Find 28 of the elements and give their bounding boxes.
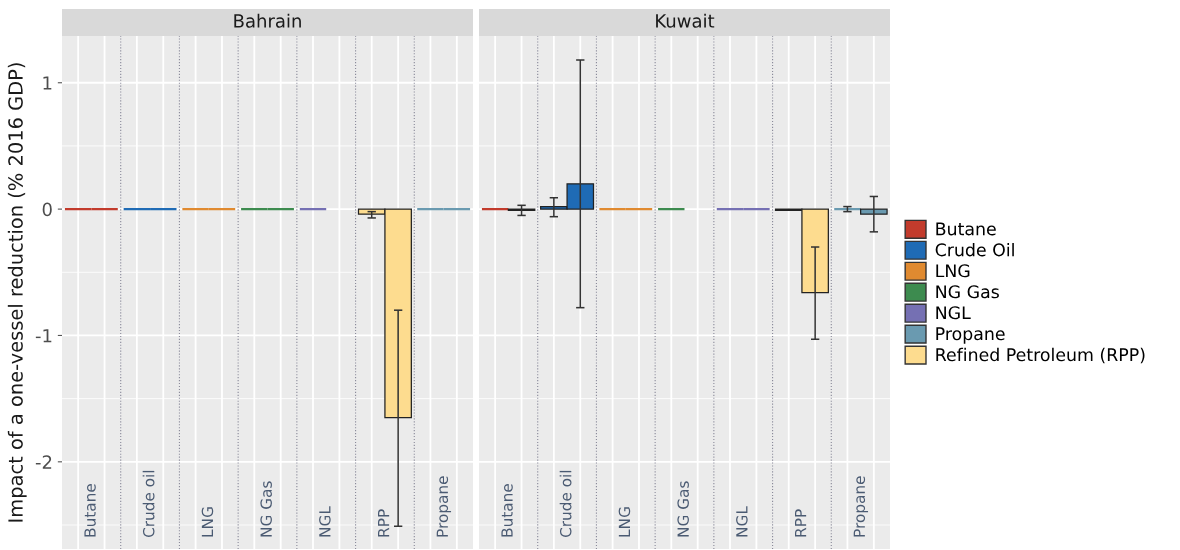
legend-label: Refined Petroleum (RPP) [936, 347, 1145, 364]
legend-label: Butane [936, 222, 996, 236]
legend-label: LNG [936, 264, 970, 278]
x-tick-label: RPP [378, 509, 390, 537]
x-tick-label: RPP [795, 509, 807, 537]
x-tick-label: NG Gas [677, 481, 689, 537]
legend-label: NGL [936, 306, 971, 320]
y-tick-label: -2 [35, 455, 52, 469]
x-tick-label: NG Gas [260, 481, 272, 537]
y-axis-title: Impact of a one-vessel reduction (% 2016 GDP) [7, 63, 27, 522]
x-tick-label: Propane [853, 476, 869, 537]
x-tick-label: Crude oil [559, 470, 572, 538]
x-tick-label: LNG [201, 507, 214, 537]
y-tick-label: 0 [42, 202, 52, 217]
x-tick-label: Butane [501, 484, 513, 537]
legend-label: Crude Oil [935, 242, 1014, 257]
x-tick-label: Butane [84, 484, 96, 537]
x-tick-label: Propane [436, 476, 452, 537]
x-tick-label: NGL [319, 506, 331, 537]
chart-title: Bahrain [234, 13, 301, 28]
chart-title: Kuwait [656, 13, 715, 28]
legend-label: Propane [936, 327, 1005, 344]
x-tick-label: LNG [618, 507, 631, 537]
x-tick-label: Crude oil [142, 470, 155, 538]
x-tick-label: NGL [736, 506, 748, 537]
y-tick-label: 1 [43, 76, 52, 90]
legend-label: NG Gas [936, 285, 999, 299]
y-tick-label: -1 [35, 329, 52, 343]
